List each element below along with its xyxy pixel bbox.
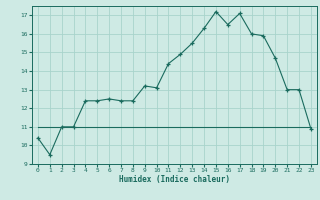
X-axis label: Humidex (Indice chaleur): Humidex (Indice chaleur) (119, 175, 230, 184)
